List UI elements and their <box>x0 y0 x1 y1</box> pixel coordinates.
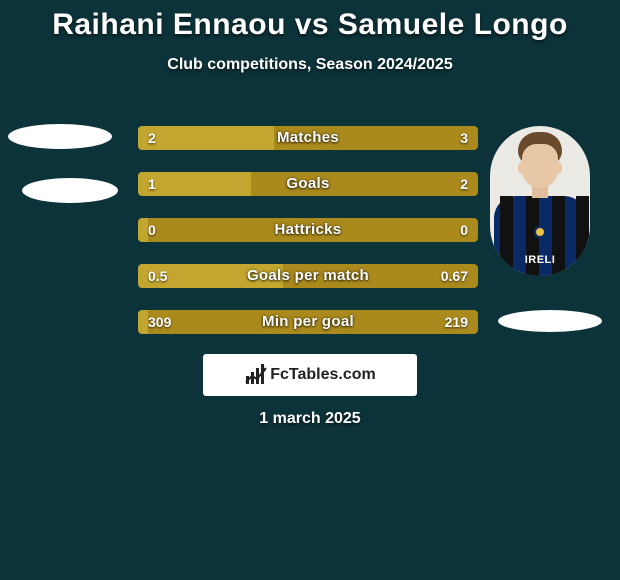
comparison-row: 12Goals <box>138 172 478 196</box>
ear-right <box>554 162 562 174</box>
row-label: Min per goal <box>138 310 478 334</box>
comparison-row: 00Hattricks <box>138 218 478 242</box>
avatar-placeholder-left <box>22 178 118 203</box>
brand-text: FcTables.com <box>270 366 376 384</box>
row-label: Matches <box>138 126 478 150</box>
subtitle: Club competitions, Season 2024/2025 <box>0 56 620 74</box>
ear-left <box>518 162 526 174</box>
jersey-stripe <box>576 196 589 276</box>
row-label: Goals <box>138 172 478 196</box>
brand-logo-icon <box>244 364 266 386</box>
comparison-row: 0.50.67Goals per match <box>138 264 478 288</box>
jersey-sponsor-text: IRELI <box>508 254 572 266</box>
avatar-placeholder-right <box>498 310 602 332</box>
comparison-chart: 23Matches 12Goals 00Hattricks 0.50.67Goals … <box>138 126 478 356</box>
face <box>522 144 558 188</box>
row-label: Goals per match <box>138 264 478 288</box>
brand-box: FcTables.com <box>203 354 417 396</box>
date-text: 1 march 2025 <box>0 410 620 428</box>
comparison-row: 309219Min per goal <box>138 310 478 334</box>
club-badge <box>534 226 546 238</box>
page-title: Raihani Ennaou vs Samuele Longo <box>0 0 620 42</box>
avatar-placeholder-left <box>8 124 112 149</box>
row-label: Hattricks <box>138 218 478 242</box>
comparison-row: 23Matches <box>138 126 478 150</box>
player-avatar-right: IRELI <box>490 126 590 276</box>
